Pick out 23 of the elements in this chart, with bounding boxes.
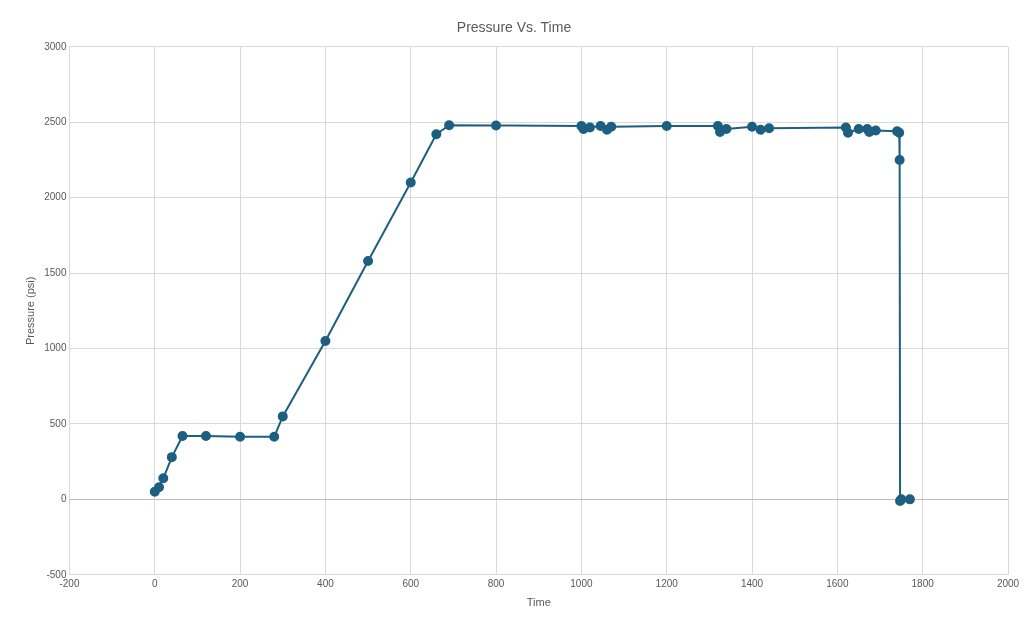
x-tick-label: 600	[402, 577, 420, 589]
y-axis-title: Pressure (psi)	[23, 276, 36, 346]
x-tick-label: 1000	[570, 577, 593, 589]
x-tick-label: 400	[317, 577, 335, 589]
x-tick-label: 1600	[826, 577, 849, 589]
y-tick-label: 500	[49, 417, 67, 429]
y-tick-label: -500	[46, 568, 67, 580]
x-tick-label: 800	[487, 577, 505, 589]
y-tick-label: 0	[60, 493, 67, 505]
chart-title: Pressure Vs. Time	[456, 19, 572, 36]
x-tick-label: 1400	[740, 577, 764, 589]
x-tick-label: 200	[231, 577, 249, 589]
y-tick-label: 2500	[44, 115, 67, 127]
x-axis-title: Time	[526, 596, 551, 609]
x-tick-label: 2000	[996, 577, 1020, 589]
y-tick-label: 2000	[44, 191, 67, 203]
y-tick-label: 3000	[44, 40, 67, 52]
x-tick-label: -200	[59, 577, 80, 589]
y-tick-label: 1000	[44, 342, 67, 354]
x-tick-label: 1200	[655, 577, 679, 589]
x-tick-label: 1800	[911, 577, 935, 589]
y-tick-label: 1500	[44, 266, 67, 278]
x-tick-label: 0	[151, 577, 158, 589]
